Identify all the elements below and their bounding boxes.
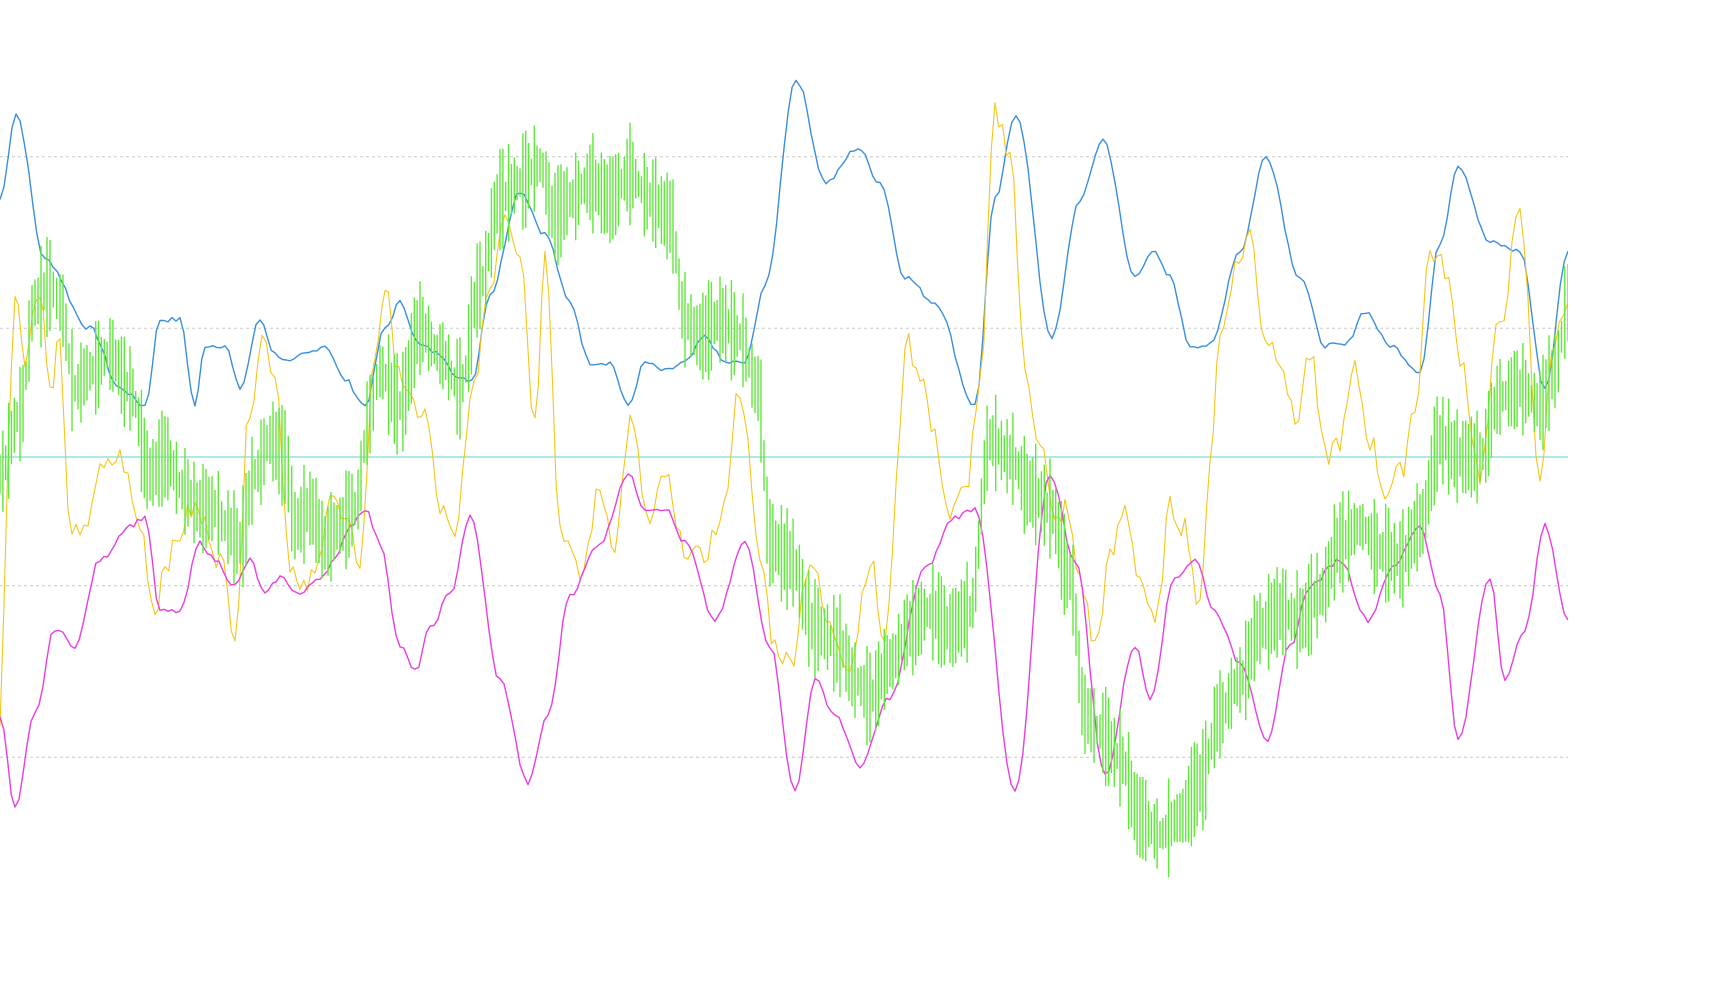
series-layer	[0, 79, 1568, 878]
series-3	[0, 122, 1568, 878]
reference-lines	[0, 156, 1568, 758]
series-3-bars	[0, 122, 1568, 878]
series-1	[0, 102, 1568, 726]
series-1-line	[0, 102, 1568, 726]
line-chart	[0, 79, 1568, 878]
series-2	[0, 473, 1568, 808]
series-0	[0, 79, 1568, 407]
series-0-line	[0, 79, 1568, 407]
series-2-line	[0, 473, 1568, 808]
